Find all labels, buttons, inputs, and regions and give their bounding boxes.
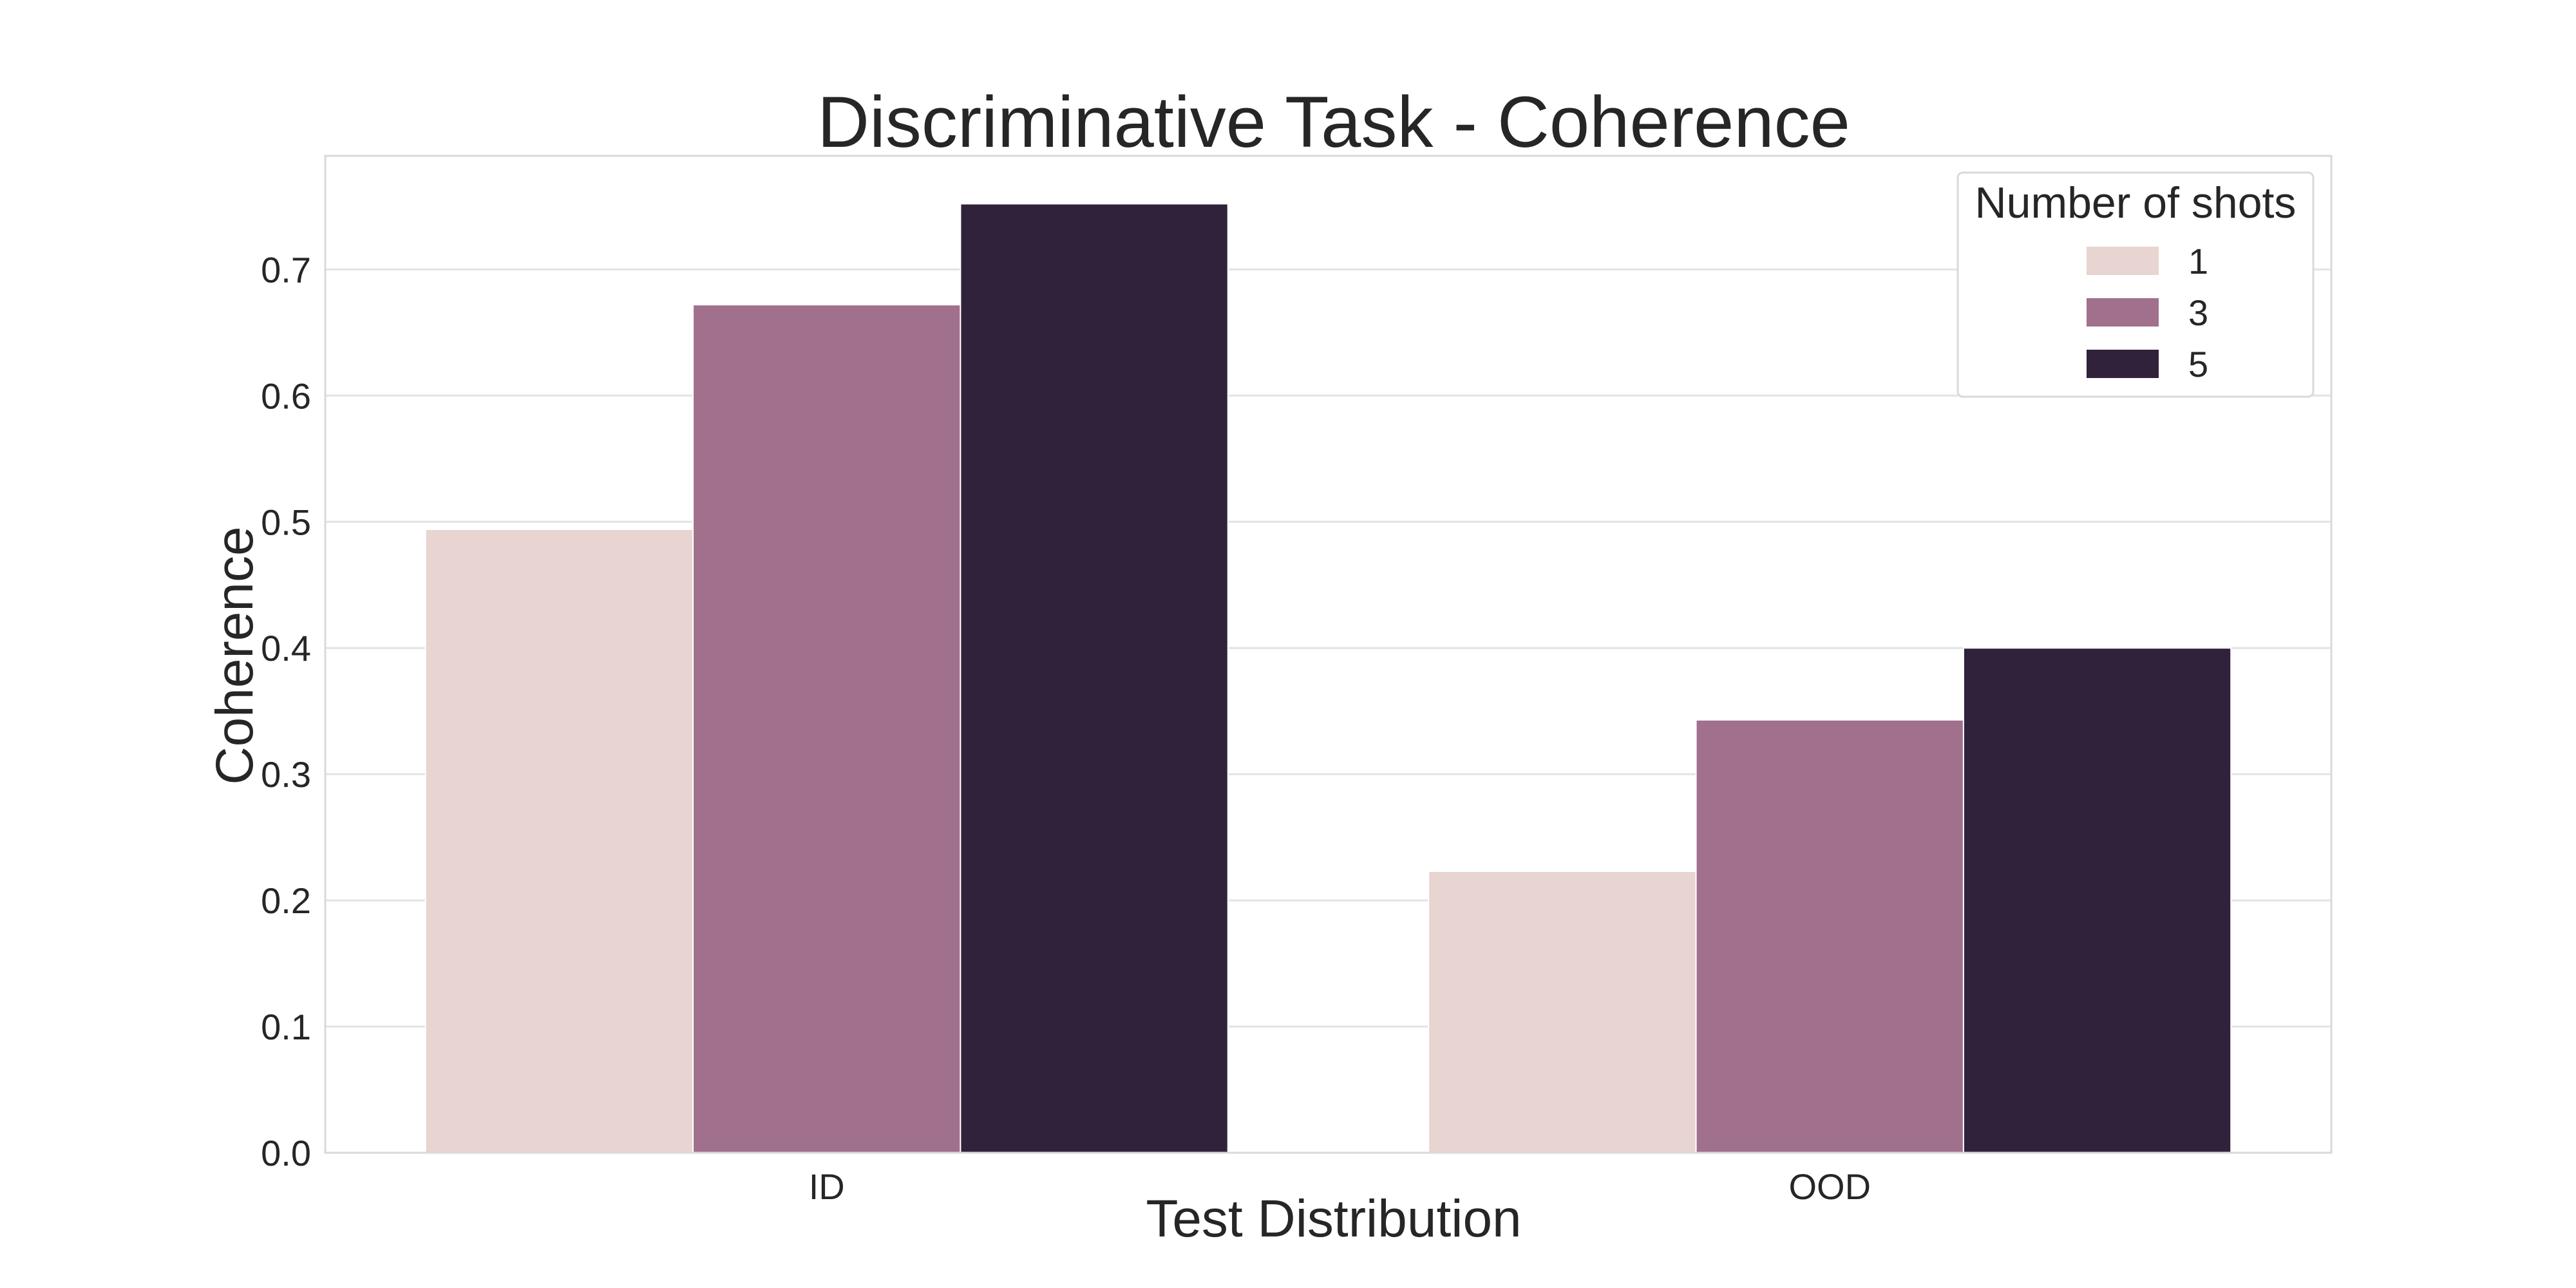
y-tick-label: 0.7 — [261, 249, 311, 290]
bar-ood-shots-5 — [1962, 647, 2232, 1153]
x-tick-label: ID — [809, 1166, 845, 1207]
y-tick-labels: 0.0 0.1 0.2 0.3 0.4 0.5 0.6 0.7 — [261, 249, 311, 1173]
legend-swatch-1 — [2087, 247, 2159, 275]
y-tick-label: 0.2 — [261, 880, 311, 921]
legend-label: 3 — [2188, 292, 2208, 333]
x-tick-labels: ID OOD — [809, 1166, 1871, 1207]
y-tick-label: 0.5 — [261, 502, 311, 542]
legend: Number of shots 1 3 5 — [1956, 171, 2315, 398]
bar-ood-shots-1 — [1428, 871, 1697, 1154]
chart-title: Discriminative Task - Coherence — [817, 82, 1850, 162]
legend-box — [1956, 171, 2315, 398]
y-tick-label: 0.0 — [261, 1133, 311, 1173]
bar-ood-shots-3 — [1695, 719, 1964, 1153]
legend-items: 1 3 5 — [2087, 241, 2208, 384]
bars — [424, 203, 2232, 1154]
legend-label: 5 — [2188, 344, 2208, 384]
y-axis-label: Coherence — [205, 526, 264, 784]
x-axis-label: Test Distribution — [1146, 1189, 1521, 1248]
plot-frame — [324, 155, 2333, 1154]
y-tick-label: 0.1 — [261, 1007, 311, 1047]
y-tick-label: 0.3 — [261, 754, 311, 795]
y-tick-label: 0.4 — [261, 628, 311, 668]
legend-label: 1 — [2188, 241, 2208, 281]
legend-swatch-5 — [2087, 350, 2159, 378]
legend-swatch-3 — [2087, 298, 2159, 327]
x-tick-label: OOD — [1788, 1166, 1871, 1207]
bar-id-shots-3 — [692, 304, 961, 1154]
y-tick-label: 0.6 — [261, 375, 311, 416]
bar-id-shots-5 — [960, 203, 1229, 1153]
legend-title: Number of shots — [1975, 178, 2297, 227]
bar-id-shots-1 — [424, 529, 694, 1153]
